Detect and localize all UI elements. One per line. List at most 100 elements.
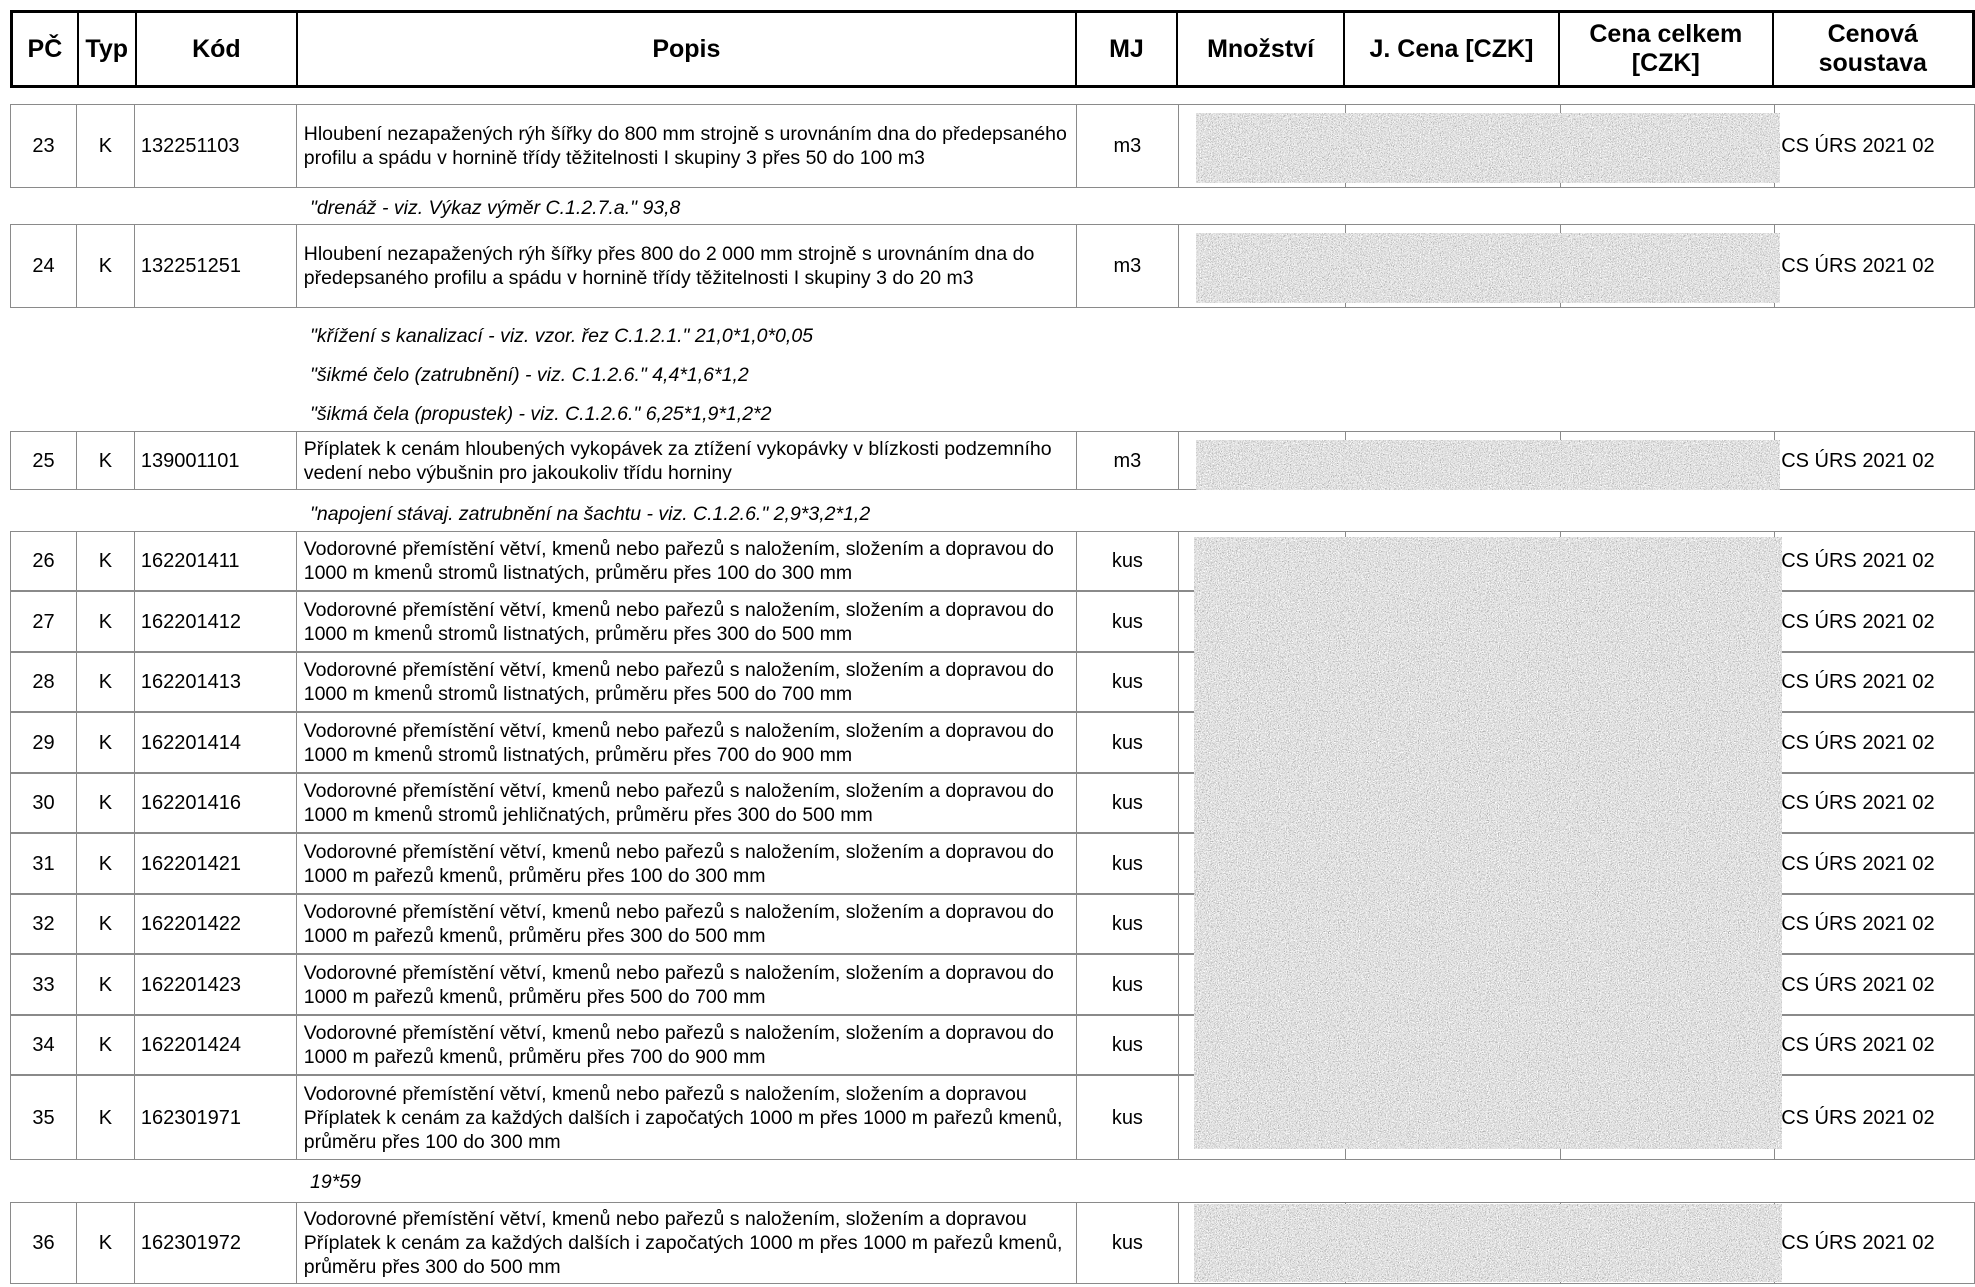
cell-kod: 139001101 (135, 432, 297, 489)
header-mj: MJ (1077, 13, 1179, 85)
cell-kod: 162201416 (135, 774, 297, 832)
cell-cenova-soustava: CS ÚRS 2021 02 (1781, 792, 1935, 814)
cell-mj: m3 (1077, 225, 1179, 307)
table-row: 29 K 162201414 Vodorovné přemístění větví, … (10, 712, 1975, 773)
cell-mj: kus (1077, 895, 1179, 953)
cell-mj: kus (1077, 1076, 1179, 1159)
cell-popis: Hloubení nezapažených rýh šířky do 800 m… (297, 105, 1077, 187)
cell-mj: m3 (1077, 432, 1179, 489)
cell-popis: Vodorovné přemístění větví, kmenů nebo p… (297, 834, 1077, 893)
cell-cenova-soustava: CS ÚRS 2021 02 (1781, 1034, 1935, 1056)
cell-pc: 32 (11, 895, 77, 953)
cell-cenova-soustava: CS ÚRS 2021 02 (1781, 255, 1935, 277)
cell-mj: kus (1077, 713, 1179, 772)
cell-pc: 23 (11, 105, 77, 187)
cell-pc: 28 (11, 653, 77, 711)
header-j-cena: J. Cena [CZK] (1345, 13, 1561, 85)
redacted-prices (1194, 1204, 1782, 1282)
cell-pc: 34 (11, 1016, 77, 1074)
cell-pc: 27 (11, 592, 77, 651)
table-row: 35 K 162301971 Vodorovné přemístění větví, … (10, 1075, 1975, 1160)
header-cena-celkem: Cena celkem [CZK] (1560, 13, 1774, 85)
redacted-prices (1196, 233, 1780, 303)
cell-popis: Vodorovné přemístění větví, kmenů nebo p… (297, 955, 1077, 1014)
cell-kod: 162201423 (135, 955, 297, 1014)
cell-mj: m3 (1077, 105, 1179, 187)
cell-popis: Vodorovné přemístění větví, kmenů nebo p… (297, 653, 1077, 711)
table-row: 27 K 162201412 Vodorovné přemístění větví, … (10, 591, 1975, 652)
cell-typ: K (77, 592, 135, 651)
header-pc: PČ (13, 13, 79, 85)
cell-kod: 162301971 (135, 1076, 297, 1159)
cell-cenova-soustava: CS ÚRS 2021 02 (1781, 610, 1935, 633)
cell-typ: K (77, 834, 135, 893)
cell-cenova-soustava: CS ÚRS 2021 02 (1781, 852, 1935, 875)
cell-typ: K (77, 653, 135, 711)
cell-popis: Vodorovné přemístění větví, kmenů nebo p… (297, 1203, 1077, 1283)
cell-mj: kus (1077, 834, 1179, 893)
cell-popis: Vodorovné přemístění větví, kmenů nebo p… (297, 774, 1077, 832)
measurement-note: "drenáž - viz. Výkaz výměr C.1.2.7.a." 9… (310, 197, 681, 219)
cell-kod: 132251103 (135, 105, 297, 187)
cell-pc: 25 (11, 432, 77, 489)
cell-typ: K (77, 955, 135, 1014)
cell-cenova-soustava: CS ÚRS 2021 02 (1781, 1232, 1935, 1254)
cell-popis: Příplatek k cenám hloubených vykopávek z… (297, 432, 1077, 489)
cell-cenova-soustava: CS ÚRS 2021 02 (1781, 135, 1935, 157)
cell-mj: kus (1077, 1203, 1179, 1283)
cell-typ: K (77, 225, 135, 307)
measurement-note: "křížení s kanalizací - viz. vzor. řez C… (310, 325, 814, 347)
cell-kod: 162201422 (135, 895, 297, 953)
cell-cenova-soustava: CS ÚRS 2021 02 (1781, 913, 1935, 935)
cell-mj: kus (1077, 532, 1179, 590)
cell-cenova-soustava: CS ÚRS 2021 02 (1781, 1106, 1935, 1129)
table-row: 34 K 162201424 Vodorovné přemístění větví, … (10, 1015, 1975, 1075)
cell-pc: 24 (11, 225, 77, 307)
cell-typ: K (77, 1076, 135, 1159)
cell-kod: 162201424 (135, 1016, 297, 1074)
table-row: 25 K 139001101 Příplatek k cenám hloubených… (10, 431, 1975, 490)
redacted-prices (1196, 440, 1780, 490)
cell-typ: K (77, 713, 135, 772)
table-row: 32 K 162201422 Vodorovné přemístění větví, … (10, 894, 1975, 954)
cell-typ: K (77, 1203, 135, 1283)
cell-mj: kus (1077, 653, 1179, 711)
header-popis: Popis (298, 13, 1077, 85)
cell-cenova-soustava: CS ÚRS 2021 02 (1781, 671, 1935, 693)
cell-mj: kus (1077, 592, 1179, 651)
cell-kod: 162201411 (135, 532, 297, 590)
cell-popis: Vodorovné přemístění větví, kmenů nebo p… (297, 895, 1077, 953)
redacted-prices (1196, 113, 1780, 183)
measurement-note: "napojení stávaj. zatrubnění na šachtu -… (310, 503, 871, 525)
cell-kod: 162301972 (135, 1203, 297, 1283)
cell-typ: K (77, 895, 135, 953)
table-header: PČ Typ Kód Popis MJ Množství J. Cena [CZ… (10, 10, 1975, 88)
measurement-note: 19*59 (310, 1171, 361, 1193)
header-typ: Typ (79, 13, 137, 85)
cell-typ: K (77, 774, 135, 832)
redacted-prices (1194, 537, 1782, 1149)
cell-pc: 30 (11, 774, 77, 832)
cell-typ: K (77, 1016, 135, 1074)
header-cenova-soustava: Cenová soustava (1818, 20, 1927, 77)
measurement-note: "šikmé čelo (zatrubnění) - viz. C.1.2.6.… (310, 364, 749, 386)
cell-popis: Hloubení nezapažených rýh šířky přes 800… (297, 225, 1077, 307)
cell-cenova-soustava: CS ÚRS 2021 02 (1781, 973, 1935, 996)
cell-typ: K (77, 105, 135, 187)
cell-popis: Vodorovné přemístění větví, kmenů nebo p… (297, 713, 1077, 772)
table-row: 28 K 162201413 Vodorovné přemístění větví, … (10, 652, 1975, 712)
cell-typ: K (77, 432, 135, 489)
cell-kod: 162201412 (135, 592, 297, 651)
table-row: 24 K 132251251 Hloubení nezapažených rýh ší… (10, 224, 1975, 308)
cell-pc: 29 (11, 713, 77, 772)
cell-pc: 36 (11, 1203, 77, 1283)
cell-kod: 132251251 (135, 225, 297, 307)
measurement-note: "šikmá čela (propustek) - viz. C.1.2.6."… (310, 403, 772, 425)
cell-cenova-soustava: CS ÚRS 2021 02 (1781, 449, 1935, 472)
cell-mj: kus (1077, 955, 1179, 1014)
cell-kod: 162201421 (135, 834, 297, 893)
cell-mj: kus (1077, 1016, 1179, 1074)
cell-kod: 162201413 (135, 653, 297, 711)
cell-mj: kus (1077, 774, 1179, 832)
cell-pc: 26 (11, 532, 77, 590)
